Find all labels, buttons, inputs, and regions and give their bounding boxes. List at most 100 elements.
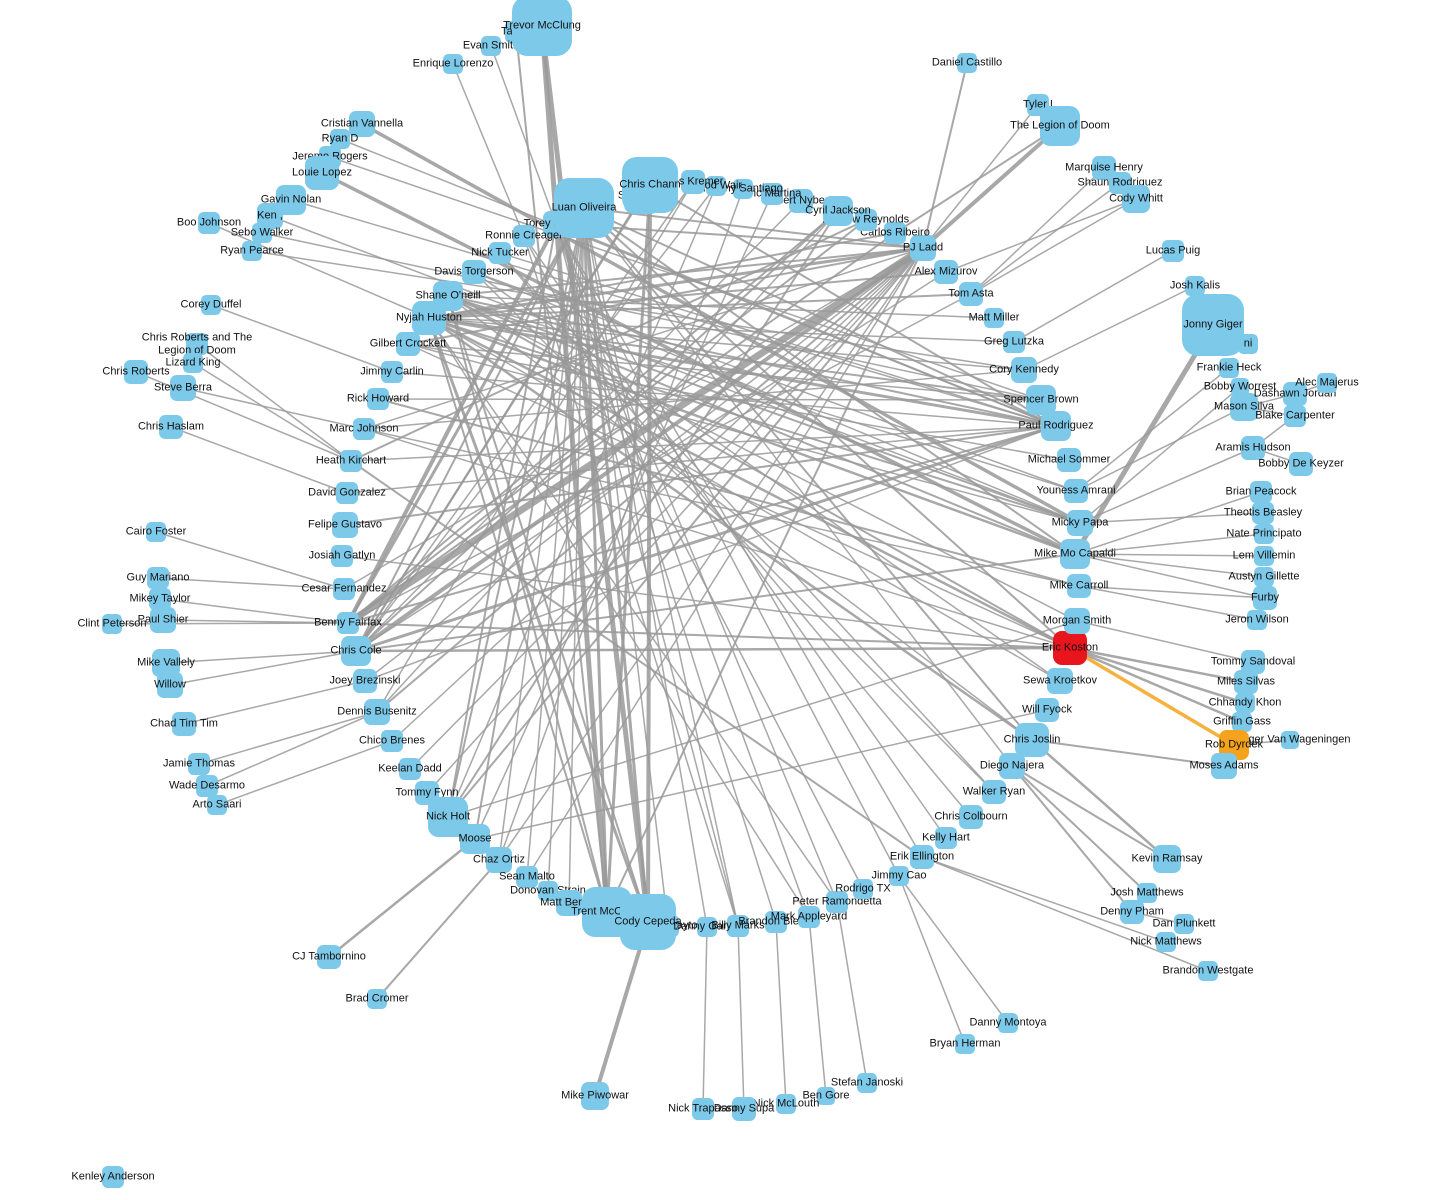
- node-stefan-janoski[interactable]: Stefan Janoski: [831, 1073, 903, 1093]
- node-bryan-herman[interactable]: Bryan Herman: [930, 1034, 1000, 1054]
- node-ben-gore[interactable]: Ben Gore: [802, 1087, 850, 1105]
- node-david-gonzalez[interactable]: David Gonzalez: [308, 482, 386, 504]
- node-blake-carpenter[interactable]: Blake Carpenter: [1255, 405, 1335, 427]
- node-jamie-thomas[interactable]: Jamie Thomas: [163, 753, 235, 775]
- node-jimmy-carlin[interactable]: Jimmy Carlin: [360, 361, 424, 383]
- node-morgan-smith[interactable]: Morgan Smith: [1043, 608, 1111, 634]
- node-sewa-kroetkov[interactable]: Sewa Kroetkov: [1023, 668, 1097, 694]
- node-rick-howard[interactable]: Rick Howard: [347, 388, 409, 410]
- node-guy-mariano[interactable]: Guy Mariano: [127, 567, 189, 589]
- node-carlos-ribeiro[interactable]: Carlos Ribeiro: [860, 222, 930, 244]
- node-kevin-ramsay[interactable]: Kevin Ramsay: [1132, 845, 1202, 873]
- node-brian-peacock[interactable]: Brian Peacock: [1226, 481, 1296, 503]
- node-mike-mo-capaldi[interactable]: Mike Mo Capaldi: [1034, 539, 1116, 569]
- node-rodrigo-tx[interactable]: Rodrigo TX: [835, 879, 891, 899]
- node-danny-montoya[interactable]: Danny Montoya: [969, 1013, 1047, 1033]
- node-willow[interactable]: Willow: [154, 672, 186, 698]
- node-keelan-dadd[interactable]: Keelan Dadd: [378, 758, 442, 780]
- node-dan-plunkett[interactable]: Dan Plunkett: [1153, 914, 1215, 934]
- node-chris-roberts-legion[interactable]: Chris Roberts and The Legion of Doom: [142, 331, 252, 356]
- node-wade-desarmo[interactable]: Wade Desarmo: [169, 775, 245, 797]
- node-mike-carroll[interactable]: Mike Carroll: [1050, 574, 1108, 598]
- node-corey-duffel[interactable]: Corey Duffel: [181, 295, 241, 315]
- node-chaz-ortiz[interactable]: Chaz Ortiz: [473, 847, 525, 873]
- node-chico-brenes[interactable]: Chico Brenes: [359, 730, 425, 752]
- node-furby[interactable]: Furby: [1251, 586, 1279, 610]
- node-paul-rodriguez[interactable]: Paul Rodriguez: [1018, 411, 1094, 441]
- node-ronnie-creager[interactable]: Ronnie Creager: [485, 225, 563, 247]
- node-nick-matthews[interactable]: Nick Matthews: [1130, 932, 1202, 952]
- node-sebo-walker[interactable]: Sebo Walker: [231, 223, 293, 243]
- node-michael-sommer[interactable]: Michael Sommer: [1028, 448, 1110, 472]
- node-peter-ramondetta[interactable]: Peter Ramondetta: [792, 891, 882, 913]
- node-dennis-busenitz[interactable]: Dennis Busenitz: [337, 699, 417, 725]
- node-mark-appleyard[interactable]: Mark Appleyard: [771, 906, 847, 928]
- node-boo-johnson[interactable]: Boo Johnson: [177, 212, 241, 234]
- node-jonny-giger[interactable]: Jonny Giger: [1182, 294, 1244, 356]
- node-wes-kremer[interactable]: Wes Kremer: [663, 170, 723, 194]
- node-chris-cole[interactable]: Chris Cole: [330, 636, 382, 666]
- node-nate-principato[interactable]: Nate Principato: [1226, 524, 1302, 544]
- node-tom-asta[interactable]: Tom Asta: [948, 282, 994, 306]
- node-cairo-foster[interactable]: Cairo Foster: [126, 522, 186, 542]
- node-luan-oliveira[interactable]: Luan Oliveira: [552, 178, 616, 238]
- node-cody-whitt[interactable]: Cody Whitt: [1109, 185, 1163, 213]
- node-clint-peterson[interactable]: Clint Peterson: [77, 614, 147, 634]
- node-louie-lopez[interactable]: Louie Lopez: [292, 156, 352, 190]
- node-marc-johnson[interactable]: Marc Johnson: [329, 418, 399, 440]
- node-matt-miller[interactable]: Matt Miller: [969, 308, 1019, 328]
- node-brandon-biebel[interactable]: Brandon Biebel: [738, 911, 814, 933]
- node-evan-smith[interactable]: Evan Smith: [463, 36, 519, 56]
- node-bobby-de-keyzer[interactable]: Bobby De Keyzer: [1258, 452, 1344, 476]
- node-eric-koston[interactable]: Eric Koston: [1042, 631, 1098, 665]
- node-felipe-gustavo[interactable]: Felipe Gustavo: [308, 512, 382, 538]
- node-chad-tim-tim[interactable]: Chad Tim Tim: [150, 712, 218, 736]
- node-cody-cepeda[interactable]: Cody Cepeda: [614, 894, 682, 950]
- node-chris-joslin[interactable]: Chris Joslin: [1004, 723, 1060, 757]
- node-griffin-gass[interactable]: Griffin Gass: [1213, 712, 1271, 732]
- node-albert-nyberg[interactable]: Albert Nyberg: [767, 189, 835, 213]
- node-lem-villemin[interactable]: Lem Villemin: [1233, 546, 1295, 566]
- node-greg-lutzka[interactable]: Greg Lutzka: [984, 331, 1044, 353]
- node-lucas-puig[interactable]: Lucas Puig: [1146, 240, 1200, 262]
- node-alex-mizurov[interactable]: Alex Mizurov: [915, 260, 977, 284]
- node-jeron-wilson[interactable]: Jeron Wilson: [1225, 610, 1289, 630]
- node-heath-kirchart[interactable]: Heath Kirchart: [316, 450, 386, 472]
- node-josiah-gatlyn[interactable]: Josiah Gatlyn: [309, 545, 375, 567]
- node-kelly-hart[interactable]: Kelly Hart: [922, 827, 970, 849]
- node-benny-fairfax[interactable]: Benny Fairfax: [314, 612, 382, 634]
- node-danny-supa[interactable]: Danny Supa: [714, 1097, 774, 1121]
- node-matt-berger[interactable]: Matt Berger: [540, 890, 598, 916]
- node-manny-santiago[interactable]: Manny Santiago: [703, 179, 783, 199]
- node-moose[interactable]: Moose: [458, 824, 492, 854]
- node-chris-chann[interactable]: Chris Chann: [619, 157, 681, 213]
- node-legion-of-doom[interactable]: The Legion of Doom: [1010, 106, 1110, 146]
- node-davis-torgerson[interactable]: Davis Torgerson: [434, 260, 514, 284]
- node-lizard-king[interactable]: Lizard King: [165, 353, 221, 373]
- node-cristian-vannella[interactable]: Cristian Vannella: [321, 111, 403, 137]
- node-cyril-jackson[interactable]: Cyril Jackson: [805, 196, 871, 226]
- node-pj-ladd[interactable]: PJ Ladd: [903, 235, 943, 261]
- node-walker-ryan[interactable]: Walker Ryan: [963, 780, 1025, 804]
- node-andrew-reynolds[interactable]: Andrew Reynolds: [823, 209, 909, 231]
- node-trevor-mcclung[interactable]: Trevor McClung: [503, 0, 581, 56]
- node-gilbert-crockett[interactable]: Gilbert Crockett: [370, 332, 446, 356]
- node-micky-papa[interactable]: Micky Papa: [1052, 510, 1108, 536]
- node-paul-shier[interactable]: Paul Shier: [138, 607, 188, 633]
- node-austyn-gillette[interactable]: Austyn Gillette: [1229, 567, 1299, 587]
- node-nick-mclouth[interactable]: Nick McLouth: [753, 1094, 819, 1114]
- node-nick-trapasso[interactable]: Nick Trapasso: [668, 1098, 738, 1120]
- node-cory-kennedy[interactable]: Cory Kennedy: [989, 357, 1059, 383]
- node-aramis-hudson[interactable]: Aramis Hudson: [1215, 436, 1291, 460]
- node-jimmy-cao[interactable]: Jimmy Cao: [871, 866, 927, 886]
- node-joey-brezinski[interactable]: Joey Brezinski: [330, 669, 400, 693]
- node-youness-amrani[interactable]: Youness Amrani: [1036, 479, 1116, 503]
- node-daniel-castillo[interactable]: Daniel Castillo: [932, 53, 1002, 73]
- node-josh-kalis[interactable]: Josh Kalis: [1170, 276, 1220, 296]
- node-chris-haslam[interactable]: Chris Haslam: [138, 415, 204, 439]
- node-billy-marks[interactable]: Billy Marks: [711, 915, 765, 937]
- node-brandon-westgate[interactable]: Brandon Westgate: [1163, 961, 1253, 981]
- node-arto-saari[interactable]: Arto Saari: [193, 795, 241, 815]
- node-nick-tucker[interactable]: Nick Tucker: [471, 242, 529, 264]
- node-steve-berra[interactable]: Steve Berra: [154, 375, 212, 401]
